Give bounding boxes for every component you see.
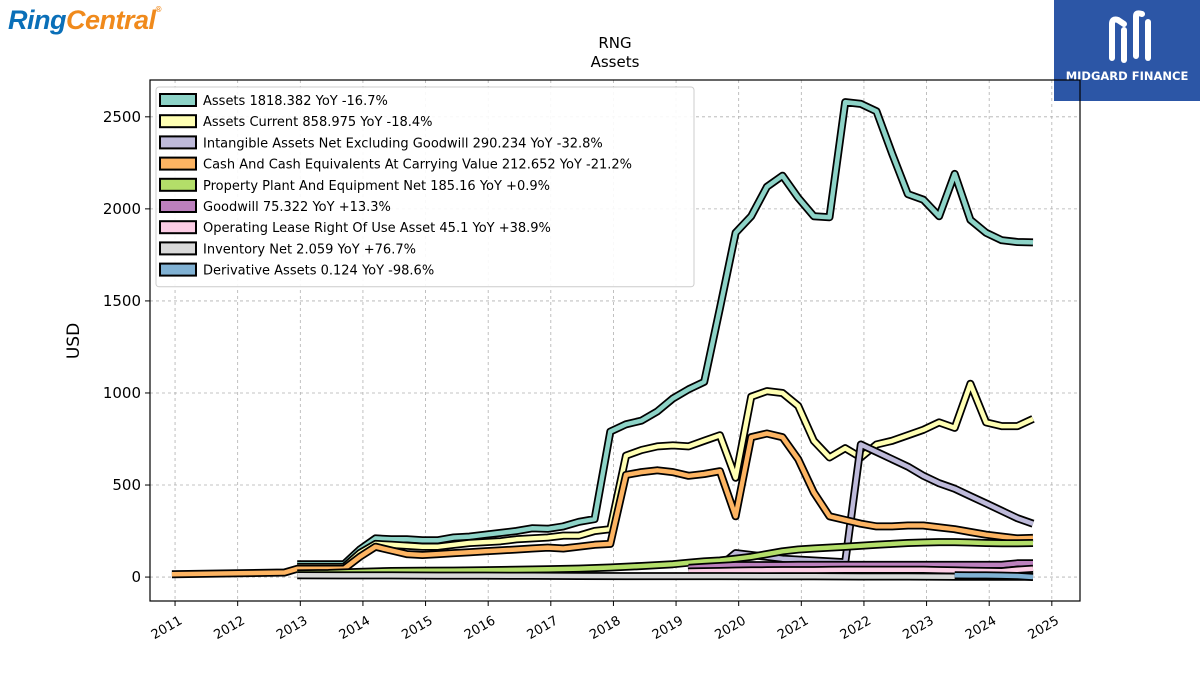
- legend-swatch: [159, 135, 197, 150]
- y-tick-label: 0: [131, 568, 141, 586]
- series-cash-and-cash-equivalents-at-carrying-value: [171, 429, 1034, 579]
- chart-title: RNG: [598, 34, 631, 52]
- midgard-finance-logo: MIDGARD FINANCE: [1054, 0, 1200, 101]
- legend-entry: Property Plant And Equipment Net 185.16 …: [203, 179, 550, 194]
- legend-entry: Inventory Net 2.059 YoY +76.7%: [203, 242, 416, 257]
- series-property-plant-and-equipment-net: [297, 538, 1034, 578]
- x-tick-label: 2015: [399, 613, 435, 643]
- legend-swatch: [159, 220, 197, 235]
- series-line: [297, 572, 1033, 579]
- y-tick-label: 2000: [103, 200, 141, 218]
- series-line: [688, 566, 1034, 574]
- series-line: [954, 572, 1034, 580]
- legend-box: [155, 86, 695, 288]
- series-assets: [297, 98, 1034, 569]
- series-inventory-net: [297, 571, 1033, 581]
- series-derivative-assets: [954, 571, 1034, 581]
- series-line: [297, 381, 1034, 570]
- legend-swatch: [159, 177, 197, 192]
- midgard-emblem-icon: [1109, 10, 1151, 63]
- x-tick-label: 2024: [963, 613, 999, 643]
- series-operating-lease-right-of-use-asset: [688, 564, 1034, 576]
- series-line: [171, 431, 1034, 577]
- x-tick-label: 2016: [462, 613, 498, 643]
- y-axis-label: USD: [64, 323, 84, 359]
- x-tick-label: 2020: [713, 613, 749, 643]
- legend-swatch: [159, 241, 197, 256]
- x-axis: 2011 2012 2013 2014 2015 2016 2017 2018 2019 2020…: [149, 601, 1062, 643]
- series-assets-current: [297, 379, 1035, 571]
- y-axis: 0 500 1000 1500 2000 2500: [103, 108, 150, 586]
- legend-entry: Operating Lease Right Of Use Asset 45.1 …: [203, 221, 551, 236]
- legend-entry: Cash And Cash Equivalents At Carrying Va…: [203, 158, 632, 173]
- x-tick-label: 2017: [525, 613, 561, 643]
- y-tick-label: 2500: [103, 108, 141, 126]
- legend-entry: Goodwill 75.322 YoY +13.3%: [203, 200, 391, 215]
- x-tick-label: 2018: [587, 613, 623, 643]
- ringcentral-logo: RingCentral®: [8, 5, 161, 35]
- series-line: [297, 539, 1034, 576]
- x-tick-label: 2014: [337, 613, 373, 643]
- legend-swatch: [159, 199, 197, 213]
- legend-swatch: [159, 156, 197, 171]
- x-tick-label: 2019: [650, 613, 686, 643]
- x-tick-label: 2025: [1026, 613, 1062, 643]
- plot-frame: [149, 79, 1081, 602]
- series-line: [688, 561, 1033, 571]
- legend-entry: Derivative Assets 0.124 YoY -98.6%: [203, 264, 434, 279]
- midgard-finance-label: MIDGARD FINANCE: [1065, 69, 1189, 83]
- y-tick-label: 1000: [103, 384, 141, 402]
- x-tick-label: 2011: [149, 613, 185, 643]
- legend-swatch: [159, 262, 197, 277]
- x-tick-label: 2022: [838, 613, 874, 643]
- legend-swatch: [159, 93, 197, 107]
- y-tick-label: 500: [112, 476, 141, 494]
- series-goodwill: [688, 559, 1033, 572]
- legend: Assets 1818.382 YoY -16.7% Assets Current…: [155, 86, 695, 288]
- series-line: [297, 99, 1034, 567]
- legend-entry: Assets 1818.382 YoY -16.7%: [203, 94, 388, 109]
- legend-entry: Intangible Assets Net Excluding Goodwill…: [203, 136, 603, 151]
- chart-subtitle: Assets: [591, 53, 640, 71]
- legend-swatch: [159, 114, 197, 129]
- x-tick-label: 2021: [775, 613, 811, 643]
- x-tick-label: 2013: [274, 613, 310, 643]
- legend-entry: Assets Current 858.975 YoY -18.4%: [203, 115, 433, 130]
- series-lines: [171, 98, 1035, 581]
- x-tick-label: 2023: [900, 613, 936, 643]
- x-tick-label: 2012: [212, 613, 248, 643]
- y-tick-label: 1500: [103, 292, 141, 310]
